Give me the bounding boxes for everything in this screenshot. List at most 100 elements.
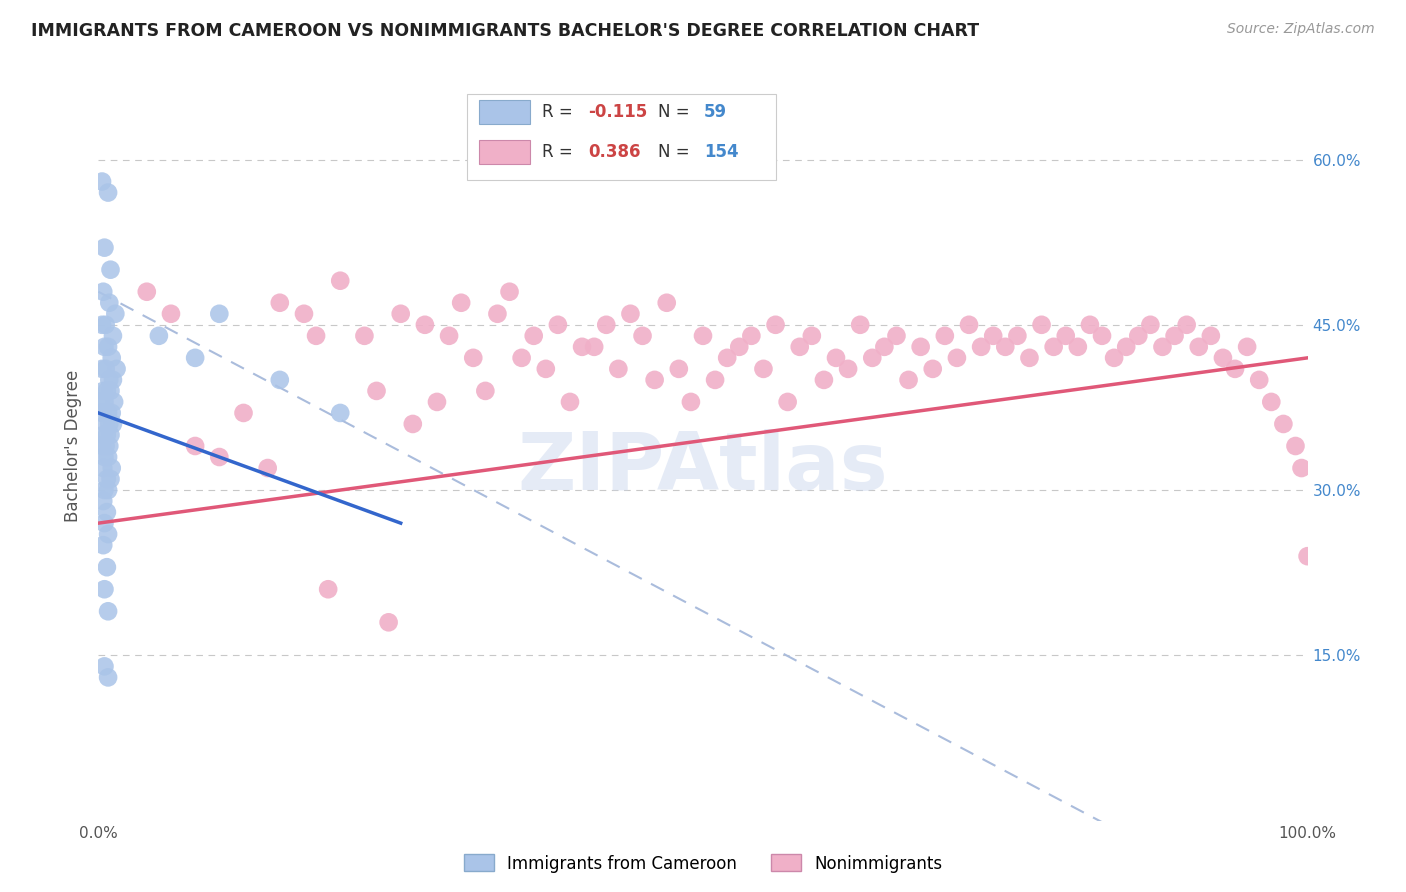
Point [93,483,115,497]
Point [91,285,114,299]
Point [1007,328,1029,343]
Point [93,340,115,354]
Legend: Immigrants from Cameroon, Nonimmigrants: Immigrants from Cameroon, Nonimmigrants [457,847,949,880]
Point [692,328,714,343]
Point [104,307,127,321]
Point [97,450,120,464]
Point [90,395,112,409]
Point [1249,373,1271,387]
Point [269,295,291,310]
Point [402,417,425,431]
Point [100,461,122,475]
Point [98,417,121,431]
Point [1091,328,1114,343]
Text: 154: 154 [704,144,738,161]
Point [534,362,557,376]
Point [619,307,641,321]
Point [1223,362,1246,376]
Point [366,384,388,398]
Point [97,483,120,497]
Point [292,307,315,321]
Point [97,604,120,618]
Point [668,362,690,376]
Point [160,307,183,321]
Point [426,395,449,409]
Point [100,384,122,398]
Point [765,318,787,332]
Point [93,241,115,255]
FancyBboxPatch shape [467,94,776,180]
Point [232,406,254,420]
Point [873,340,896,354]
Point [1188,340,1211,354]
Point [704,373,727,387]
Point [105,362,128,376]
Point [752,362,775,376]
Point [97,186,120,200]
Point [91,384,114,398]
Point [910,340,932,354]
Point [970,340,993,354]
Point [1054,328,1077,343]
Point [571,340,593,354]
Text: 0.386: 0.386 [588,144,641,161]
Point [329,274,352,288]
Point [437,328,460,343]
Point [813,373,835,387]
Point [91,318,114,332]
Point [101,417,124,431]
Point [97,670,120,684]
Point [1291,461,1313,475]
Point [97,340,120,354]
Point [93,659,115,673]
Point [148,328,170,343]
Point [450,295,472,310]
Point [789,340,811,354]
Point [103,395,125,409]
Point [1115,340,1137,354]
Point [91,439,114,453]
Point [631,328,654,343]
Point [93,516,115,530]
Point [498,285,520,299]
Point [377,615,399,630]
Point [860,351,883,365]
Point [94,362,117,376]
Point [800,328,823,343]
Point [91,494,114,508]
Point [1042,340,1064,354]
Point [1152,340,1174,354]
Point [184,351,207,365]
Point [101,373,124,387]
Point [96,505,118,519]
Point [849,318,872,332]
Point [474,384,496,398]
Point [463,351,485,365]
Point [98,295,121,310]
Point [101,328,124,343]
Point [1067,340,1090,354]
Point [96,428,118,442]
Point [994,340,1017,354]
Point [269,373,291,387]
Point [837,362,859,376]
Text: R =: R = [543,103,578,121]
Point [547,318,569,332]
Point [96,384,118,398]
Point [91,175,114,189]
Point [353,328,375,343]
Point [98,439,121,453]
Text: -0.115: -0.115 [588,103,647,121]
Point [208,307,231,321]
Text: N =: N = [658,103,695,121]
Point [644,373,666,387]
Point [96,560,118,574]
Point [1199,328,1222,343]
Point [1139,318,1161,332]
Point [98,373,121,387]
Point [1260,395,1282,409]
Point [510,351,533,365]
Y-axis label: Bachelor's Degree: Bachelor's Degree [65,370,83,522]
Point [921,362,943,376]
Text: R =: R = [543,144,578,161]
